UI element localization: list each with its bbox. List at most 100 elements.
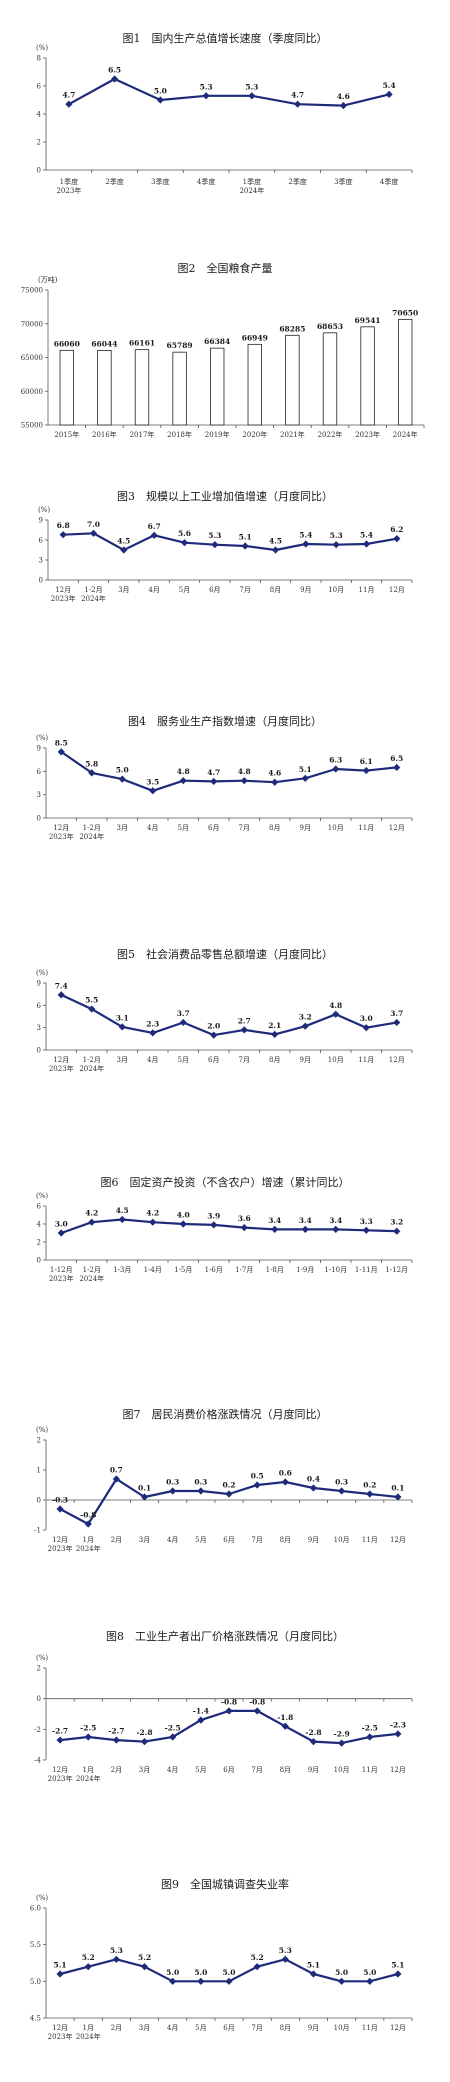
x-tick-label: 2022年 [318, 430, 343, 439]
data-point [56, 1505, 64, 1513]
x-tick-label: 4月 [167, 1766, 178, 1774]
bar-2018年 [172, 351, 187, 426]
data-label: 5.1 [391, 1961, 404, 1970]
data-point [140, 1963, 149, 1971]
data-point [309, 1484, 318, 1492]
x-tick-label: 1-5月 [174, 1266, 192, 1274]
data-label: -2.7 [108, 1727, 124, 1736]
data-label: 3.1 [116, 1013, 129, 1022]
data-point [339, 102, 347, 110]
data-label: 0.1 [138, 1484, 151, 1493]
x-tick-label: 4月 [167, 1536, 178, 1544]
data-point [366, 1977, 374, 1985]
y-tick-label: 0 [37, 1695, 41, 1703]
data-label: -2.7 [52, 1727, 68, 1736]
data-label: 4.8 [238, 767, 251, 776]
data-point [301, 1225, 309, 1233]
data-label: 66384 [204, 337, 230, 346]
data-label: 68285 [279, 324, 305, 333]
data-label: 2.1 [268, 1021, 281, 1030]
data-label: 5.5 [85, 996, 98, 1005]
y-tick-label: 3 [37, 1024, 41, 1032]
data-point [112, 1475, 120, 1483]
chart-8: 图8 工业生产者出厂价格涨跌情况（月度同比） (%) -4 -2 0 2 12月 1月 2月 3月… [34, 1629, 413, 1783]
data-point [240, 1026, 248, 1034]
x-tick-label: 12月 [55, 586, 71, 594]
data-label: -2.8 [305, 1728, 321, 1737]
x-tick-label: 12月 [390, 2024, 406, 2032]
x-tick-label: 6月 [208, 824, 219, 832]
data-label: 5.8 [85, 759, 98, 768]
x-tick-label: 7月 [239, 824, 250, 832]
x-tick-label: 2015年 [54, 430, 79, 439]
x-tick-label: 1-4月 [144, 1266, 162, 1274]
year-label: 2023年 [48, 2032, 73, 2041]
x-tick-label: 5月 [195, 2024, 206, 2032]
x-tick-label: 3月 [139, 1536, 150, 1544]
data-point [149, 1029, 157, 1037]
data-point [240, 777, 248, 785]
bar-2019年 [210, 347, 225, 426]
data-label: 3.4 [299, 1216, 312, 1225]
data-label: 3.0 [360, 1014, 373, 1023]
y-tick-label: 3 [37, 791, 41, 799]
chart-title: 图9 全国城镇调查失业率 [161, 1877, 289, 1891]
data-label: 5.0 [154, 87, 167, 96]
y-tick-label: 60000 [21, 388, 43, 396]
data-point [197, 1716, 205, 1724]
y-tick-label: 6 [37, 1203, 42, 1211]
data-label: 0.3 [166, 1478, 179, 1487]
data-label: 5.6 [178, 529, 191, 538]
data-label: 0.1 [391, 1484, 404, 1493]
y-tick-label: 70000 [21, 320, 43, 328]
y-tick-label: 5.5 [30, 1941, 41, 1949]
data-point [225, 1977, 233, 1985]
data-label: 6.5 [390, 754, 403, 763]
data-point [112, 1955, 120, 1963]
data-point [210, 1031, 218, 1039]
data-label: 4.7 [62, 91, 75, 100]
y-tick-label: 0 [39, 577, 43, 585]
data-point [338, 1487, 346, 1495]
data-point [248, 92, 256, 100]
y-tick-label: 2 [37, 1665, 41, 1673]
data-point [56, 1970, 64, 1978]
x-tick-label: 1-7月 [235, 1266, 253, 1274]
data-label: 5.2 [82, 1953, 95, 1962]
chart-title: 图5 社会消费品零售总额增速（月度同比） [117, 947, 333, 961]
data-point [366, 1490, 374, 1498]
y-tick-label: 6 [39, 537, 44, 545]
x-tick-label: 2季度 [105, 177, 123, 186]
data-label: 4.5 [116, 1206, 129, 1215]
year-label: 2023年 [49, 832, 74, 841]
data-label: 2.7 [238, 1016, 251, 1025]
data-point [253, 1707, 261, 1715]
data-point [118, 1023, 126, 1031]
data-label: -1.8 [277, 1713, 293, 1722]
data-label: 5.0 [363, 1968, 376, 1977]
data-point [149, 787, 157, 795]
data-label: 3.5 [146, 777, 159, 786]
x-tick-label: 12月 [53, 824, 69, 832]
x-tick-label: 5月 [178, 1056, 189, 1064]
y-axis-unit: (%) [36, 1192, 48, 1200]
data-point [150, 531, 158, 539]
x-tick-label: 1-2月 [83, 824, 101, 832]
data-label: 3.7 [390, 1009, 403, 1018]
data-label: 66044 [91, 339, 117, 348]
data-label: 0.3 [335, 1478, 348, 1487]
data-label: 66060 [54, 339, 80, 348]
data-point [88, 1005, 96, 1013]
chart-9: 图9 全国城镇调查失业率 (%) 4.5 5.0 5.5 6.0 12月 1月 2月 3月 4月 5月… [30, 1877, 413, 2041]
chart-title: 图2 全国粮食产量 [178, 261, 273, 275]
x-tick-label: 6月 [223, 2024, 234, 2032]
data-label: 5.0 [194, 1968, 207, 1977]
chart-title: 图8 工业生产者出厂价格涨跌情况（月度同比） [106, 1629, 344, 1643]
chart-4: 图4 服务业生产指数增速（月度同比） (%) 0 3 6 9 12月 1-2月 3月 4月 5月 6月… [36, 714, 413, 841]
y-tick-label: 6 [37, 768, 42, 776]
x-tick-label: 8月 [270, 586, 281, 594]
data-label: 3.9 [207, 1211, 220, 1220]
data-point [84, 1733, 92, 1741]
year-label: 2023年 [56, 186, 81, 195]
data-point [281, 1722, 289, 1730]
